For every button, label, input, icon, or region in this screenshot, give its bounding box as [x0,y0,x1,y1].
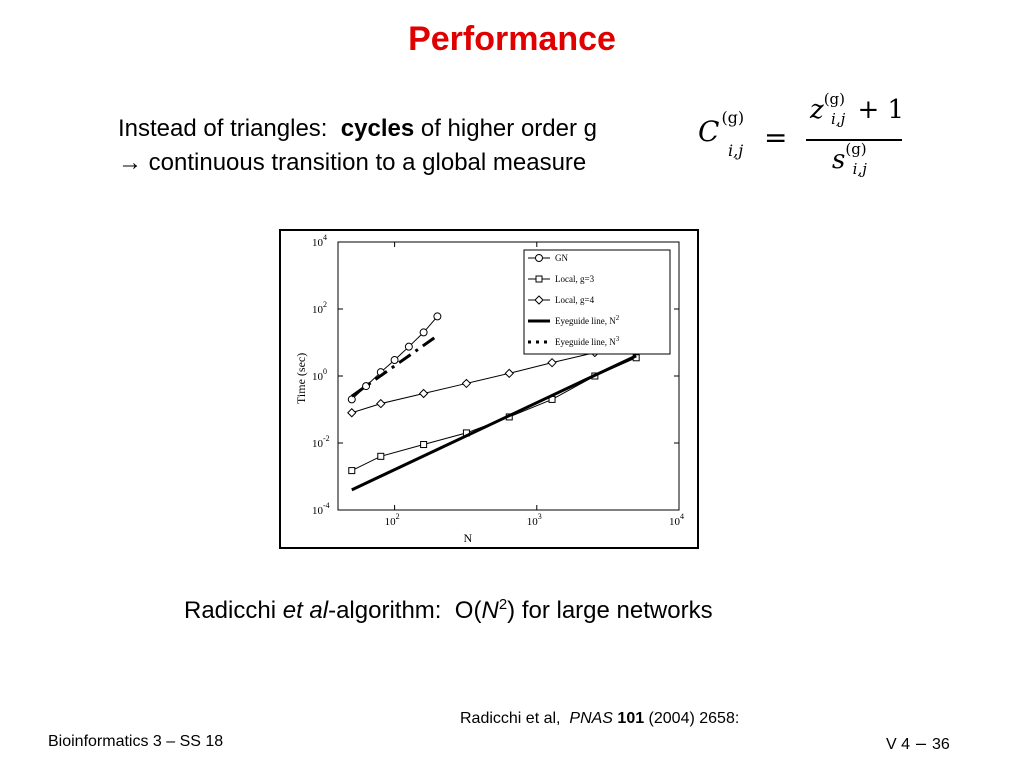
caption-middle: -algorithm: O( [328,597,482,624]
y-tick-label: 10-2 [312,434,330,450]
formula-numerator-sup: (g) [823,90,846,108]
slide-title: Performance [408,20,616,58]
x-tick-exponent: 4 [680,512,684,521]
data-point [347,395,356,404]
data-point [418,388,429,399]
data-point [461,378,472,389]
formula-denominator: s(g) i,j [832,140,881,178]
data-point [420,441,428,449]
intro-line-2: → continuous transition to a global meas… [118,149,587,176]
legend-box [523,249,671,355]
caption-var: N [481,597,499,624]
caption-suffix: ) for large networks [507,597,713,624]
intro-line-1: Instead of triangles: cycles of higher o… [118,112,597,146]
legend-item: Local, g=4 [528,295,595,305]
legend-item: Eyeguide line, N3 [528,335,620,347]
y-tick-label: 104 [312,233,327,249]
formula-numerator-symbol: z [810,95,824,125]
data-point [404,342,413,351]
legend-item: GN [528,253,568,263]
clustering-formula: C (g) i,j = z(g)i,j + 1 s(g)i,j [698,90,913,190]
formula-equals: = [764,121,788,154]
caption: Radicchi et al-algorithm: O(N2) for larg… [184,596,713,625]
data-point [419,328,428,337]
footer-lecture: V 4 [886,736,911,753]
footer-page-number: 36 [932,736,950,753]
formula-numerator-sub: i,j [831,110,846,128]
data-point [547,357,557,368]
y-tick-exponent: -2 [323,434,330,443]
y-tick-label: 100 [312,367,327,383]
x-tick-label: 103 [527,512,542,528]
y-axis-label: Time (sec) [294,353,308,404]
data-point [347,408,357,418]
x-tick-exponent: 2 [396,512,400,521]
formula-lhs-sup: (g) [721,108,745,127]
footer-page: V 4–36 [886,733,950,754]
formula-denominator-sup: (g) [845,140,867,158]
formula-lhs: C (g) i,j [698,108,744,160]
legend-label-exponent: 2 [616,314,620,322]
x-tick-label: 102 [385,512,400,528]
reference-volume: 101 [612,710,645,727]
legend-label: GN [555,253,568,263]
intro-text: Instead of triangles: cycles of higher o… [118,112,597,180]
y-tick-exponent: -4 [323,501,330,510]
series-3 [351,354,637,492]
footer-dash: – [916,733,927,753]
x-axis-label: N [464,531,473,545]
series-4 [350,334,439,398]
legend-label: Eyeguide line, N2 [555,314,620,326]
legend-label-exponent: 3 [616,335,620,343]
data-point [348,467,356,475]
x-tick-exponent: 3 [538,512,542,521]
data-point [390,356,399,365]
caption-italic: et al [282,597,329,624]
formula-lhs-symbol: C [698,115,720,148]
series-1 [348,354,640,475]
data-point [433,312,442,321]
formula-numerator: z(g) i,j + 1 [810,90,905,128]
intro-line-1-suffix: of higher order g [414,115,597,142]
data-point [376,398,386,409]
performance-chart: 104 102 100 10-2 10-4 102 103 104 N Time (sec) GN L… [279,229,699,549]
data-point [362,382,371,391]
legend-marker [535,254,543,262]
legend-marker [534,295,544,305]
reference: Radicchi et al, PNAS 101 (2004) 2658: [460,710,739,728]
footer-course: Bioinformatics 3 – SS 18 [48,733,224,750]
data-point [377,452,385,460]
legend-label: Eyeguide line, N3 [555,335,620,347]
formula-lhs-sub: i,j [728,141,744,160]
series-line [350,334,439,398]
formula-fraction-bar [806,139,902,141]
caption-exp: 2 [498,596,508,613]
intro-line-1-prefix: Instead of triangles: [118,115,341,142]
formula-denominator-symbol: s [832,145,846,175]
y-tick-exponent: 2 [323,300,327,309]
y-tick-exponent: 0 [323,367,327,376]
intro-bold-cycles: cycles [340,115,415,142]
series-line [351,354,637,492]
formula-denominator-sub: i,j [852,160,867,178]
caption-prefix: Radicchi [184,597,283,624]
legend-marker [535,275,543,283]
legend-label: Local, g=4 [555,295,595,305]
y-tick-label: 10-4 [312,501,330,517]
legend-item: Eyeguide line, N2 [528,314,620,326]
reference-suffix: (2004) 2658: [644,710,740,727]
reference-prefix: Radicchi et al, [460,710,570,727]
legend-label: Local, g=3 [555,274,595,284]
reference-journal: PNAS [569,710,613,727]
x-tick-label: 104 [669,512,684,528]
chart-svg: 104 102 100 10-2 10-4 102 103 104 N Time (sec) GN L… [294,233,684,545]
data-point [504,368,514,379]
legend-item: Local, g=3 [528,274,595,284]
y-tick-exponent: 4 [323,233,327,242]
y-tick-label: 102 [312,300,327,316]
formula-numerator-plus: + 1 [849,95,905,125]
